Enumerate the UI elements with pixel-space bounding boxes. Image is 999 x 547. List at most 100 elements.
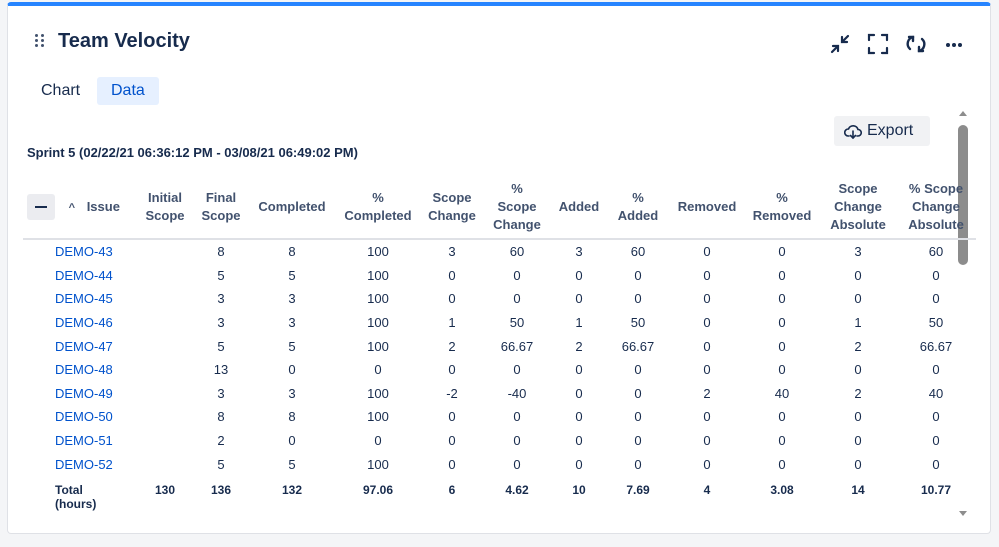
table-cell: 50 <box>630 315 646 331</box>
table-cell: 100 <box>367 385 389 401</box>
tab-data[interactable]: Data <box>97 77 159 105</box>
total-cell: 136 <box>210 482 232 497</box>
table-cell: 0 <box>634 409 642 425</box>
column-header-issue[interactable]: ^ Issue <box>23 176 138 240</box>
column-header-removed[interactable]: Removed <box>670 176 744 240</box>
table-cell: 100 <box>367 338 389 354</box>
table-cell: 60 <box>928 244 944 260</box>
column-header-scope-change-absolute[interactable]: Scope Change Absolute <box>820 176 896 240</box>
table-cell: 0 <box>448 362 456 378</box>
table-cell: 5 <box>288 267 296 283</box>
export-label: Export <box>867 122 914 139</box>
column-header-pct-scope-change-absolute[interactable]: % Scope Change Absolute <box>896 176 976 240</box>
issue-link[interactable]: DEMO-50 <box>55 409 113 425</box>
fullscreen-icon[interactable] <box>866 32 890 56</box>
widget-title: Team Velocity <box>58 30 190 52</box>
scroll-up-arrow-icon[interactable] <box>959 111 967 116</box>
issue-link[interactable]: DEMO-52 <box>55 456 113 472</box>
column-header-scope-change[interactable]: Scope Change <box>422 176 482 240</box>
issue-link[interactable]: DEMO-43 <box>55 244 113 260</box>
table-cell: 8 <box>288 409 296 425</box>
issue-link[interactable]: DEMO-45 <box>55 291 113 307</box>
table-cell: 66.67 <box>500 338 534 354</box>
table-cell: 0 <box>932 409 940 425</box>
column-header-pct-removed[interactable]: % Removed <box>744 176 820 240</box>
column-header-completed[interactable]: Completed <box>250 176 334 240</box>
table-cell: 0 <box>778 315 786 331</box>
table-cell: 0 <box>703 315 711 331</box>
table-cell: 0 <box>575 409 583 425</box>
table-cell: 3 <box>217 315 225 331</box>
table-cell: 0 <box>575 362 583 378</box>
export-button[interactable]: Export <box>834 116 930 146</box>
table-row: DEMO-48 13 0 0 0 0 0 0 0 0 0 0 <box>23 358 976 382</box>
issue-sort-header[interactable]: ^ Issue <box>69 198 120 217</box>
issue-link[interactable]: DEMO-46 <box>55 315 113 331</box>
table-cell: 3 <box>575 244 583 260</box>
table-cell: 0 <box>634 291 642 307</box>
table-cell: 13 <box>213 362 229 378</box>
column-header-pct-added[interactable]: % Added <box>606 176 670 240</box>
table-cell: 3 <box>448 244 456 260</box>
table-cell: 5 <box>288 338 296 354</box>
table-cell: 0 <box>932 291 940 307</box>
total-cell: 10 <box>572 482 586 497</box>
table-cell: 0 <box>575 291 583 307</box>
sort-ascending-icon: ^ <box>68 201 76 214</box>
issue-link[interactable]: DEMO-47 <box>55 338 113 354</box>
table-cell: 0 <box>703 338 711 354</box>
issue-link[interactable]: DEMO-48 <box>55 362 113 378</box>
table-cell: 0 <box>448 291 456 307</box>
table-cell: 8 <box>288 244 296 260</box>
table-cell: 0 <box>778 433 786 449</box>
table-cell: 0 <box>288 433 296 449</box>
table-cell: 0 <box>374 433 382 449</box>
column-header-initial-scope[interactable]: Initial Scope <box>138 176 192 240</box>
table-cell <box>138 429 192 453</box>
table-cell: 50 <box>509 315 525 331</box>
column-header-pct-completed[interactable]: % Completed <box>334 176 422 240</box>
table-cell: 5 <box>288 456 296 472</box>
table-row: DEMO-51 2 0 0 0 0 0 0 0 0 0 0 <box>23 429 976 453</box>
more-icon[interactable] <box>942 32 966 56</box>
column-header-final-scope[interactable]: Final Scope <box>192 176 250 240</box>
widget-header: Team Velocity <box>8 6 990 66</box>
table-cell <box>138 382 192 406</box>
total-row: Total (hours) 130 136 132 97.06 6 4.62 10 7.69 4 3.… <box>23 476 976 519</box>
table-cell: 0 <box>448 409 456 425</box>
column-header-pct-scope-change[interactable]: % Scope Change <box>482 176 552 240</box>
scroll-down-arrow-icon[interactable] <box>959 511 967 516</box>
issue-link[interactable]: DEMO-44 <box>55 267 113 283</box>
collapse-all-button[interactable] <box>27 194 55 220</box>
table-cell: 0 <box>703 291 711 307</box>
tab-chart[interactable]: Chart <box>41 82 81 99</box>
total-cell: 6 <box>448 482 456 497</box>
table-cell: 2 <box>448 338 456 354</box>
table-cell: 0 <box>575 456 583 472</box>
issue-cell: DEMO-49 <box>23 382 138 406</box>
table-cell: 0 <box>634 385 642 401</box>
table-cell: 2 <box>217 433 225 449</box>
table-cell: 3 <box>854 244 862 260</box>
table-cell: -40 <box>507 385 527 401</box>
table-cell: 0 <box>932 362 940 378</box>
issue-cell: DEMO-45 <box>23 287 138 311</box>
collapse-arrows-icon[interactable] <box>828 32 852 56</box>
column-header-added[interactable]: Added <box>552 176 606 240</box>
table-cell: 5 <box>217 456 225 472</box>
table-cell: 0 <box>374 362 382 378</box>
table-cell: -2 <box>446 385 458 401</box>
table-cell: 0 <box>854 267 862 283</box>
table-row: DEMO-45 3 3 100 0 0 0 0 0 0 0 0 <box>23 287 976 311</box>
issue-link[interactable]: DEMO-51 <box>55 433 113 449</box>
issue-link[interactable]: DEMO-49 <box>55 385 113 401</box>
table-row: DEMO-44 5 5 100 0 0 0 0 0 0 0 0 <box>23 264 976 288</box>
issue-header-label: Issue <box>86 198 120 214</box>
table-cell: 1 <box>575 315 583 331</box>
table-cell: 100 <box>367 315 389 331</box>
refresh-icon[interactable] <box>904 32 928 56</box>
total-cell: 4 <box>703 482 711 497</box>
issue-cell: DEMO-47 <box>23 334 138 358</box>
table-cell: 0 <box>778 244 786 260</box>
drag-handle-icon[interactable] <box>35 34 47 50</box>
